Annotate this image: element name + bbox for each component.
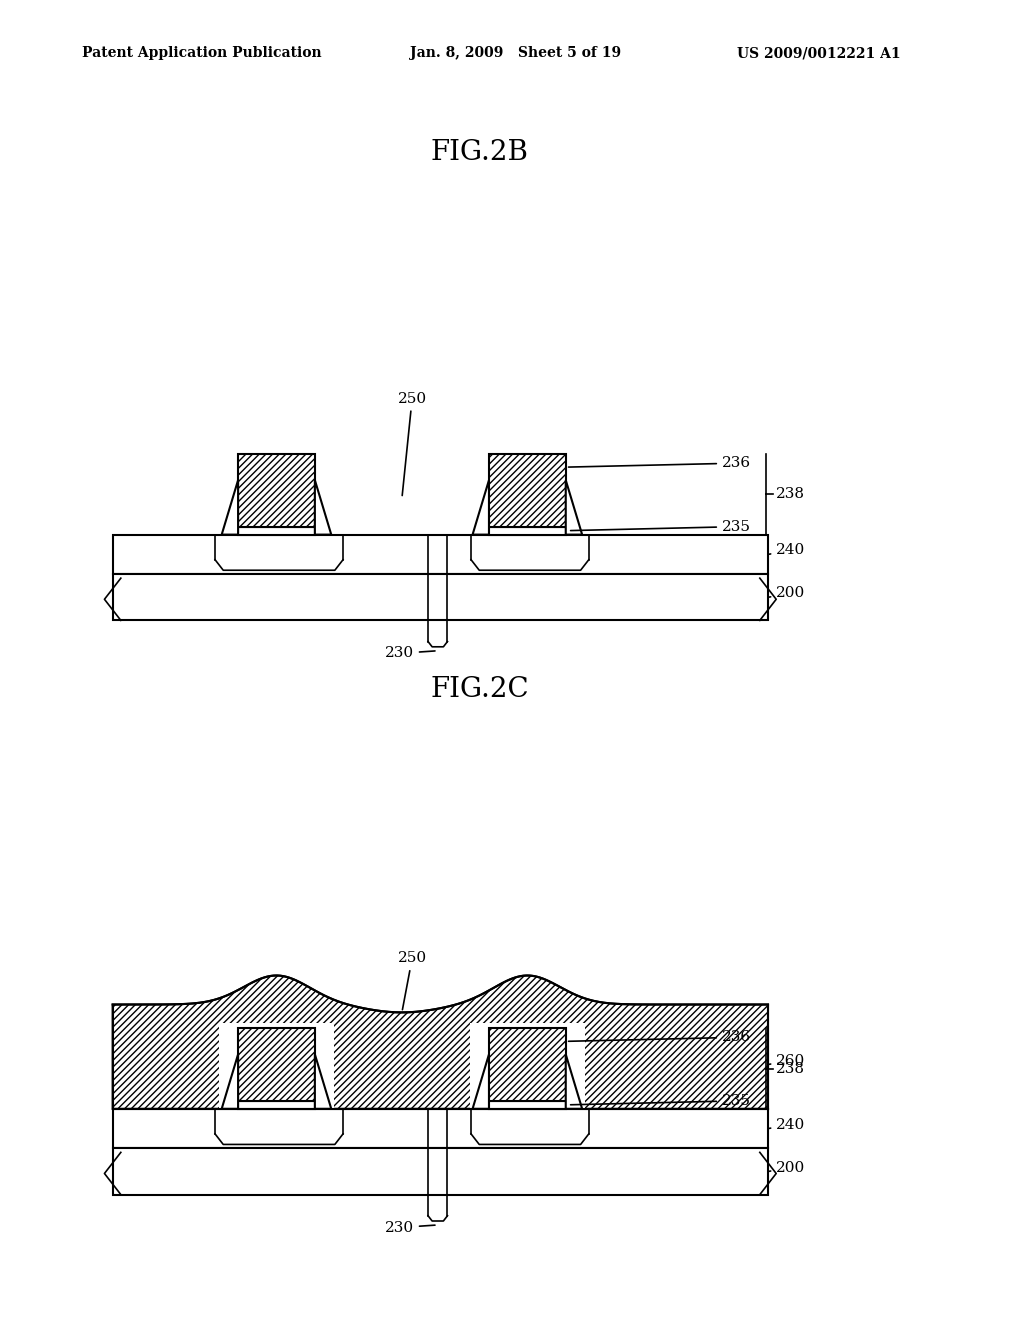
- Text: 250: 250: [397, 952, 427, 1010]
- Bar: [219, 1023, 334, 1110]
- Text: 200: 200: [768, 1160, 806, 1175]
- Polygon shape: [315, 480, 332, 535]
- Text: FIG.2C: FIG.2C: [430, 676, 528, 702]
- Text: US 2009/0012221 A1: US 2009/0012221 A1: [737, 46, 901, 61]
- Text: 240: 240: [768, 1118, 806, 1131]
- Text: 230: 230: [385, 1221, 435, 1234]
- Polygon shape: [473, 1055, 489, 1109]
- Polygon shape: [113, 975, 768, 1109]
- Text: 235: 235: [570, 1094, 751, 1107]
- Bar: [489, 1028, 565, 1101]
- Polygon shape: [565, 1055, 582, 1109]
- Bar: [113, 535, 768, 574]
- Text: 236: 236: [568, 457, 751, 470]
- Polygon shape: [222, 480, 238, 535]
- Text: 238: 238: [776, 1061, 805, 1076]
- Bar: [113, 574, 768, 620]
- Bar: [238, 454, 315, 527]
- Text: 235: 235: [570, 520, 751, 533]
- Bar: [489, 527, 565, 535]
- Text: 260: 260: [768, 1053, 806, 1068]
- Polygon shape: [222, 1055, 238, 1109]
- Bar: [489, 1101, 565, 1109]
- Text: 230: 230: [385, 647, 435, 660]
- Polygon shape: [473, 480, 489, 535]
- Bar: [489, 454, 565, 527]
- Bar: [238, 527, 315, 535]
- Polygon shape: [315, 1055, 332, 1109]
- Text: 240: 240: [768, 544, 806, 557]
- Text: 250: 250: [397, 392, 427, 495]
- Text: 200: 200: [768, 586, 806, 601]
- Text: 238: 238: [776, 487, 805, 502]
- Bar: [113, 1148, 768, 1195]
- Text: Patent Application Publication: Patent Application Publication: [82, 46, 322, 61]
- Bar: [113, 1109, 768, 1148]
- Text: 236: 236: [568, 1031, 751, 1044]
- Polygon shape: [565, 480, 582, 535]
- Text: FIG.2B: FIG.2B: [430, 139, 528, 165]
- Bar: [238, 1028, 315, 1101]
- Text: Jan. 8, 2009   Sheet 5 of 19: Jan. 8, 2009 Sheet 5 of 19: [410, 46, 621, 61]
- Bar: [238, 1101, 315, 1109]
- Bar: [469, 1023, 586, 1110]
